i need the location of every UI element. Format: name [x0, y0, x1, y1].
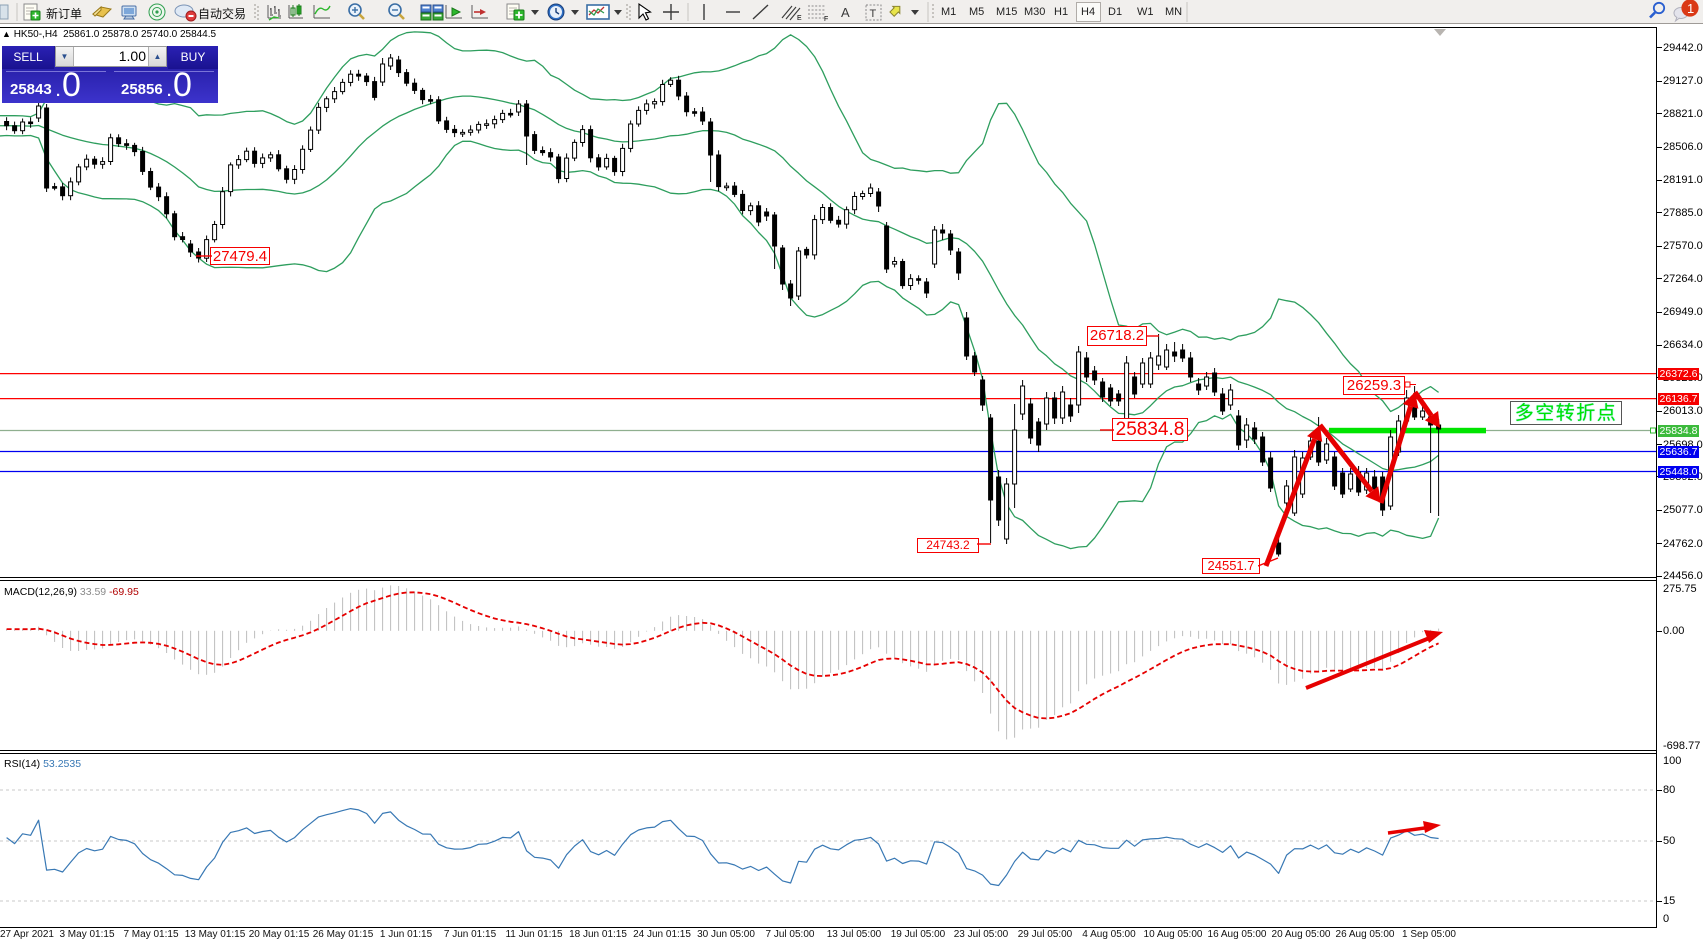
svg-text:F: F: [824, 16, 828, 23]
svg-text:1: 1: [1687, 1, 1694, 16]
svg-text:A: A: [841, 5, 850, 20]
svg-text:E: E: [797, 15, 802, 22]
svg-text:T: T: [870, 8, 877, 20]
